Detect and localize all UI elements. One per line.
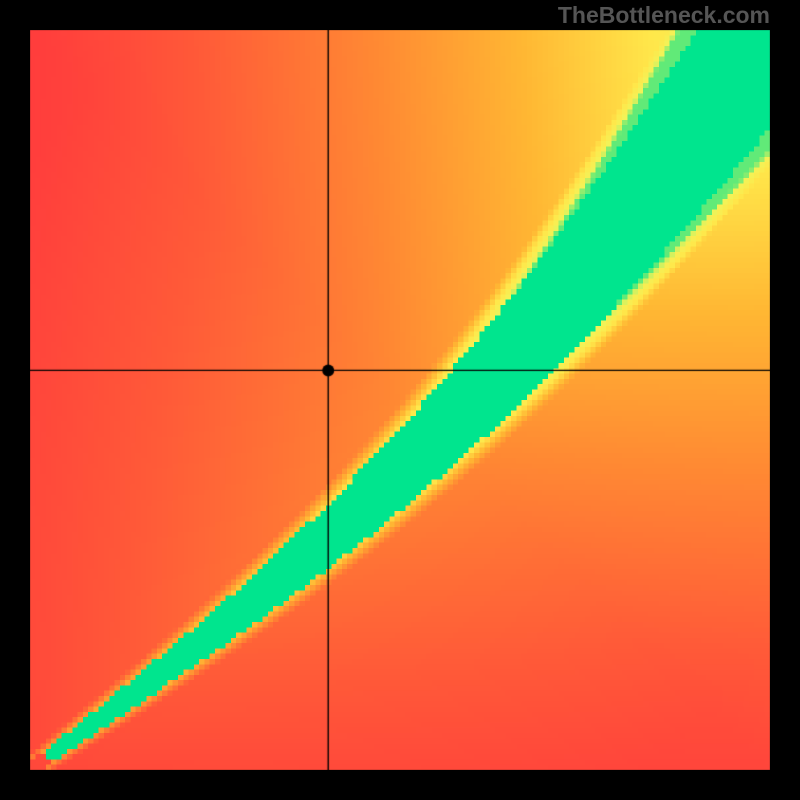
- watermark-text: TheBottleneck.com: [558, 2, 770, 29]
- bottleneck-heatmap: [30, 30, 770, 770]
- chart-container: TheBottleneck.com: [0, 0, 800, 800]
